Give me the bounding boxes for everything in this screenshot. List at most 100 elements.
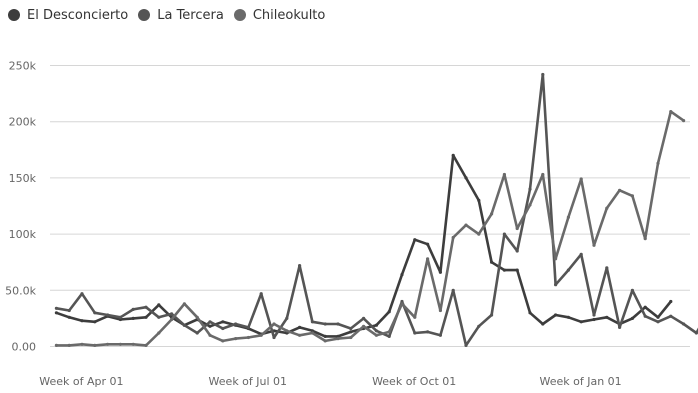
data-point: [336, 322, 340, 326]
series-line-chileokulto[interactable]: [56, 110, 685, 347]
data-point: [438, 333, 442, 337]
data-point: [682, 322, 686, 326]
data-point: [67, 308, 71, 313]
legend-marker-la-tercera: [138, 9, 151, 21]
data-point: [80, 319, 84, 323]
data-point: [579, 320, 583, 324]
data-point: [298, 264, 302, 268]
data-point: [54, 311, 59, 315]
data-point: [349, 330, 353, 334]
data-point: [208, 324, 212, 328]
data-point: [323, 322, 327, 326]
data-point: [605, 315, 609, 319]
data-point: [502, 232, 506, 236]
data-point: [234, 322, 238, 326]
legend-item-la-tercera[interactable]: La Tercera: [138, 8, 224, 23]
data-point: [566, 315, 571, 319]
data-point: [656, 161, 660, 165]
data-point: [118, 317, 122, 322]
data-point: [426, 242, 430, 246]
data-point: [592, 313, 596, 317]
data-point: [554, 283, 558, 287]
data-point: [208, 333, 212, 337]
legend-marker-chileokulto: [233, 9, 246, 21]
data-point: [682, 119, 686, 123]
data-point: [413, 315, 417, 319]
data-point: [669, 299, 673, 304]
data-point: [170, 317, 174, 322]
y-tick-label: 100k: [9, 228, 37, 241]
data-point: [182, 323, 186, 327]
data-point: [413, 331, 417, 335]
data-point: [67, 315, 71, 319]
gridlines: [50, 64, 690, 348]
data-point: [579, 177, 583, 181]
series-line-la-tercera[interactable]: [56, 73, 698, 347]
series-la-tercera: [54, 72, 698, 347]
data-point: [362, 316, 366, 320]
data-point: [643, 237, 647, 241]
data-point: [451, 153, 455, 157]
data-point: [182, 302, 186, 306]
data-point: [349, 335, 353, 340]
data-point: [643, 305, 647, 309]
data-point: [298, 325, 302, 329]
data-point: [515, 249, 519, 253]
data-point: [387, 310, 391, 314]
data-point: [310, 331, 314, 335]
data-point: [528, 203, 532, 207]
data-point: [502, 172, 506, 177]
data-point: [694, 331, 698, 335]
data-point: [426, 330, 430, 334]
data-point: [234, 337, 238, 341]
data-point: [490, 313, 494, 317]
data-point: [131, 316, 135, 320]
legend-label: El Desconcierto: [27, 7, 129, 23]
data-point: [285, 329, 289, 333]
data-point: [131, 307, 135, 311]
data-point: [208, 320, 212, 324]
data-point: [451, 288, 455, 292]
legend-item-chileokulto[interactable]: Chileokulto: [233, 8, 325, 23]
legend-label: La Tercera: [157, 7, 224, 23]
data-point: [144, 305, 148, 309]
series-lines: [54, 72, 698, 347]
data-point: [618, 325, 622, 329]
data-point: [131, 342, 135, 346]
data-point: [362, 324, 366, 328]
data-point: [554, 257, 558, 261]
data-point: [118, 315, 122, 319]
data-point: [477, 324, 481, 328]
x-tick-label: Week of Oct 01: [372, 375, 456, 388]
data-point: [144, 343, 148, 347]
data-point: [349, 326, 353, 331]
data-point: [490, 212, 494, 216]
data-point: [528, 311, 532, 315]
x-tick-label: Week of Jan 01: [540, 375, 622, 388]
data-point: [336, 334, 340, 338]
series-el-desconcierto: [54, 153, 673, 338]
data-point: [566, 215, 571, 219]
data-point: [221, 326, 225, 331]
data-point: [374, 333, 378, 337]
data-point: [246, 335, 250, 340]
data-point: [54, 306, 59, 310]
data-point: [374, 329, 378, 333]
data-point: [259, 292, 263, 296]
data-point: [451, 235, 455, 240]
data-point: [272, 322, 276, 326]
data-point: [195, 331, 199, 335]
data-point: [413, 238, 417, 242]
data-point: [374, 323, 378, 327]
data-point: [579, 252, 583, 256]
x-axis-ticks: Week of Apr 01 Week of Jul 01 Week of Oct …: [39, 375, 621, 388]
data-point: [157, 331, 161, 335]
data-point: [118, 342, 122, 346]
legend-item-el-desconcierto[interactable]: El Desconcierto: [8, 8, 128, 23]
data-point: [106, 342, 110, 346]
data-point: [528, 187, 532, 191]
y-tick-label: 200k: [9, 116, 37, 129]
data-point: [477, 232, 481, 236]
y-tick-label: 150k: [9, 172, 37, 185]
data-point: [170, 312, 174, 316]
